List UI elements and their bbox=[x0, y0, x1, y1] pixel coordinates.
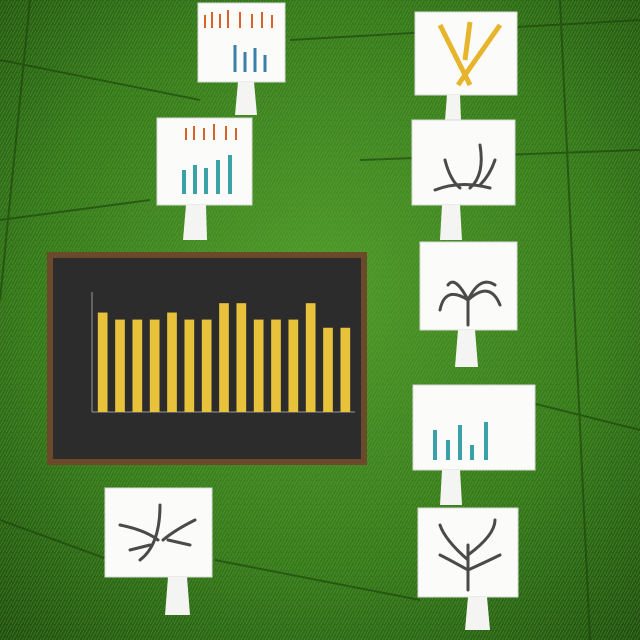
bar bbox=[184, 319, 195, 412]
card-icon bbox=[437, 21, 503, 87]
card-tag bbox=[235, 82, 257, 115]
bar bbox=[219, 303, 229, 412]
card-icon bbox=[185, 124, 237, 140]
card-tag bbox=[465, 597, 490, 630]
bar bbox=[132, 319, 143, 412]
card-tag bbox=[455, 330, 478, 367]
card bbox=[104, 487, 213, 578]
chart-board bbox=[47, 252, 367, 465]
card-tag bbox=[165, 577, 190, 615]
bar bbox=[340, 327, 351, 412]
bar bbox=[236, 303, 247, 412]
cards bbox=[104, 2, 536, 630]
card-icon bbox=[118, 503, 197, 562]
card-icon bbox=[182, 155, 232, 194]
card-icon bbox=[433, 422, 488, 460]
card-icon bbox=[433, 143, 497, 192]
card-tag bbox=[445, 95, 461, 120]
card-tag bbox=[183, 205, 207, 240]
card bbox=[411, 119, 516, 206]
card-icon bbox=[204, 10, 273, 28]
bar bbox=[167, 312, 177, 412]
bar bbox=[253, 319, 264, 412]
card-icon bbox=[438, 518, 502, 592]
card-tag bbox=[440, 205, 462, 240]
card-icon bbox=[438, 280, 502, 327]
bar bbox=[97, 312, 108, 412]
card-icon bbox=[233, 45, 267, 72]
bar bbox=[201, 319, 212, 412]
card-tag bbox=[440, 470, 462, 505]
bars bbox=[97, 303, 351, 412]
bar bbox=[305, 303, 316, 412]
bar bbox=[323, 327, 333, 412]
bar bbox=[149, 319, 160, 412]
bar bbox=[115, 319, 125, 412]
bar bbox=[271, 319, 281, 412]
bar bbox=[288, 319, 299, 412]
